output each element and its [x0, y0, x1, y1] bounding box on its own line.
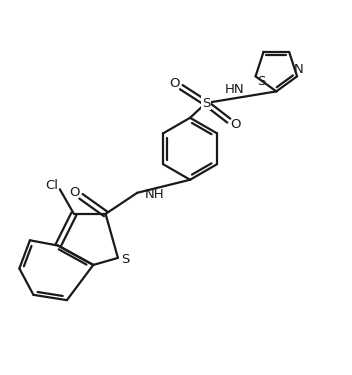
Text: HN: HN — [225, 83, 245, 96]
Text: O: O — [170, 77, 180, 90]
Text: Cl: Cl — [46, 178, 58, 192]
Text: O: O — [69, 186, 80, 199]
Text: S: S — [202, 96, 210, 109]
Text: O: O — [230, 118, 240, 130]
Text: N: N — [294, 63, 304, 76]
Text: S: S — [121, 253, 130, 266]
Text: NH: NH — [144, 188, 164, 201]
Text: S: S — [257, 75, 265, 88]
